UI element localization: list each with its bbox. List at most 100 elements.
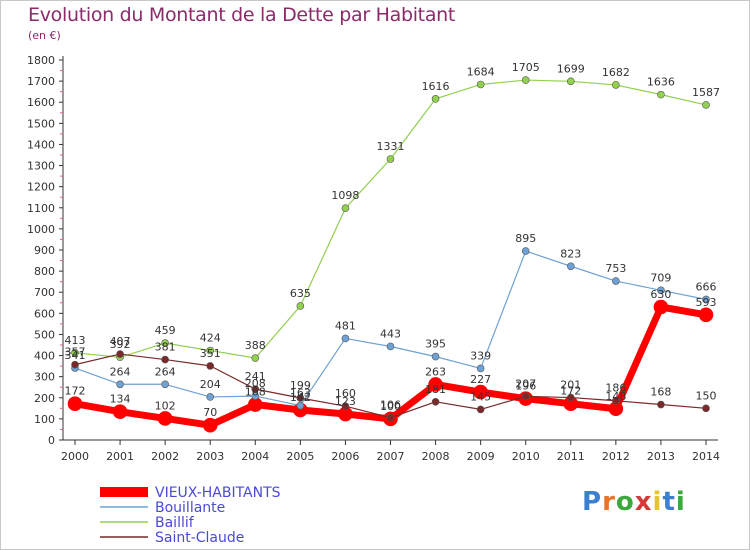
x-tick-label: 2001 [106,450,134,463]
data-point [473,384,488,400]
y-tick-label: 1200 [27,181,55,194]
y-tick-label: 1800 [27,54,55,67]
data-point [296,401,305,410]
legend-label: Bouillante [155,500,225,516]
data-label: 106 [380,399,401,412]
x-tick-label: 2000 [61,450,89,463]
data-label: 388 [245,339,266,352]
data-label: 413 [65,334,86,347]
logo-letter: i [675,487,686,517]
data-label: 481 [335,319,356,332]
data-point [112,404,128,420]
data-point [386,413,395,422]
data-point [431,352,440,361]
y-tick-label: 800 [34,265,55,278]
data-point [431,95,440,103]
logo-letter: x [634,487,653,517]
data-label: 134 [110,393,131,406]
x-tick-label: 2007 [377,450,405,463]
data-point [206,362,215,370]
data-label: 1682 [602,66,630,79]
data-point [657,90,665,99]
data-point [251,354,260,362]
data-point [202,417,218,433]
data-label: 204 [200,378,221,391]
y-tick-label: 400 [34,350,55,363]
data-label: 351 [200,347,221,360]
data-point [71,360,79,369]
data-point [566,262,575,271]
data-label: 145 [470,390,491,403]
data-label: 459 [155,324,176,337]
data-label: 207 [515,377,536,390]
data-label: 709 [650,271,671,284]
data-point [612,81,620,89]
data-label: 593 [696,296,717,309]
data-point [612,277,620,285]
y-tick-label: 700 [34,286,55,299]
data-label: 172 [560,385,581,398]
data-point [251,385,260,393]
y-tick-label: 0 [48,434,55,447]
logo-letter: i [652,487,663,517]
x-tick-label: 2008 [422,450,450,463]
data-label: 148 [605,390,626,403]
data-point [116,380,124,389]
y-tick-label: 1400 [27,138,55,151]
series-line [74,79,707,359]
x-tick-label: 2013 [647,450,675,463]
y-tick-label: 900 [34,244,55,257]
data-label: 407 [110,335,131,348]
data-label: 208 [245,377,266,390]
data-label: 199 [290,379,311,392]
legend-label: VIEUX-HABITANTS [155,485,281,501]
x-tick-label: 2010 [512,450,540,463]
data-label: 123 [335,395,356,408]
data-label: 100 [380,400,401,413]
logo-letter: r [602,487,616,517]
y-tick-label: 600 [34,307,55,320]
data-point [386,155,395,163]
data-point [476,80,485,89]
y-tick-label: 100 [34,413,55,426]
proxiti-logo: Proxiti [582,487,686,517]
data-label: 1098 [331,189,359,202]
y-tick-label: 1300 [27,160,55,173]
data-label: 160 [335,387,356,400]
x-tick-label: 2002 [151,450,179,463]
data-point [431,397,440,406]
y-tick-label: 200 [34,392,55,405]
x-tick-label: 2009 [467,450,495,463]
y-tick-label: 1500 [27,117,55,130]
data-point [521,247,530,255]
data-point [206,346,215,355]
data-point [698,307,714,323]
data-label: 1705 [512,61,540,74]
data-point [476,405,485,414]
data-label: 392 [110,338,131,351]
data-point [157,411,173,426]
data-label: 142 [290,391,311,404]
data-label: 186 [605,382,626,395]
data-label: 70 [203,406,217,419]
data-label: 381 [155,341,176,354]
data-point [657,286,665,295]
data-label: 1587 [692,86,720,99]
data-point [428,377,443,392]
data-point [476,364,485,373]
data-label: 150 [696,389,717,402]
data-point [612,396,620,405]
x-tick-label: 2005 [286,450,314,463]
data-label: 264 [155,365,176,378]
data-label: 181 [425,383,446,396]
y-tick-label: 1600 [27,96,55,109]
data-label: 630 [650,288,671,301]
y-tick-label: 1700 [27,75,55,88]
y-tick-label: 500 [34,328,55,341]
data-point [116,350,124,358]
logo-letter: t [662,487,676,517]
data-label: 823 [560,247,581,260]
data-point [341,204,350,212]
data-label: 241 [245,370,266,383]
